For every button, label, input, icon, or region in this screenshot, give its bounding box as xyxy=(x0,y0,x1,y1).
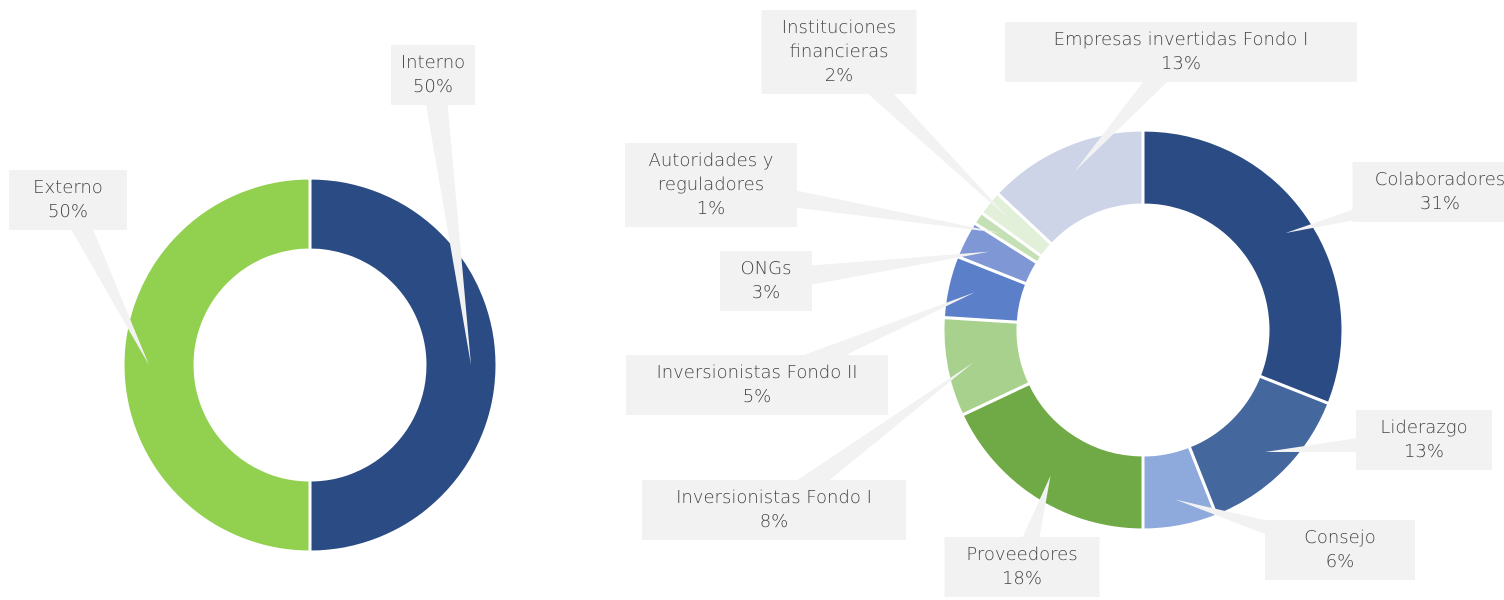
data-label: Liderazgo 13% xyxy=(1356,410,1492,470)
data-label: Externo 50% xyxy=(9,170,127,230)
data-label: Inversionistas Fondo II 5% xyxy=(626,355,888,415)
value-label: 1% xyxy=(696,198,726,219)
data-label: ONGs 3% xyxy=(720,251,812,311)
category-name: Inversionistas Fondo I xyxy=(676,487,872,508)
value-label: 13% xyxy=(1403,441,1444,462)
category-name: Consejo xyxy=(1304,527,1376,548)
slice xyxy=(121,176,312,554)
value-label: 8% xyxy=(759,511,789,532)
category-name: Inversionistas Fondo II xyxy=(656,362,858,383)
category-name: Instituciones financieras xyxy=(781,17,897,62)
value-label: 31% xyxy=(1419,193,1460,214)
data-label: Consejo 6% xyxy=(1265,520,1415,580)
slice xyxy=(1141,128,1345,406)
value-label: 6% xyxy=(1325,551,1355,572)
slice xyxy=(308,176,499,554)
data-label: Inversionistas Fondo I 8% xyxy=(642,480,906,540)
category-name: Liderazgo xyxy=(1380,417,1468,438)
category-name: Externo xyxy=(33,177,103,198)
value-label: 50% xyxy=(47,201,88,222)
data-label: Proveedores 18% xyxy=(944,537,1100,597)
callout xyxy=(421,73,471,365)
slice xyxy=(960,381,1145,532)
data-label: Instituciones financieras 2% xyxy=(761,10,917,94)
data-label: Interno 50% xyxy=(391,45,475,105)
slice xyxy=(995,128,1145,247)
data-label: Empresas invertidas Fondo I 13% xyxy=(1005,22,1357,82)
category-name: ONGs xyxy=(740,258,792,279)
callout xyxy=(57,194,149,365)
category-name: Colaboradores xyxy=(1374,169,1504,190)
value-label: 5% xyxy=(742,386,772,407)
data-label: Colaboradores 31% xyxy=(1352,162,1504,222)
value-label: 18% xyxy=(1001,568,1042,589)
data-label: Autoridades y reguladores 1% xyxy=(625,143,797,227)
callout xyxy=(764,251,990,293)
category-name: Autoridades y reguladores xyxy=(648,150,774,195)
value-label: 50% xyxy=(412,76,453,97)
category-name: Interno xyxy=(400,52,466,73)
value-label: 3% xyxy=(751,282,781,303)
value-label: 2% xyxy=(824,65,854,86)
category-name: Empresas invertidas Fondo I xyxy=(1053,29,1309,50)
category-name: Proveedores xyxy=(966,544,1078,565)
value-label: 13% xyxy=(1160,53,1201,74)
